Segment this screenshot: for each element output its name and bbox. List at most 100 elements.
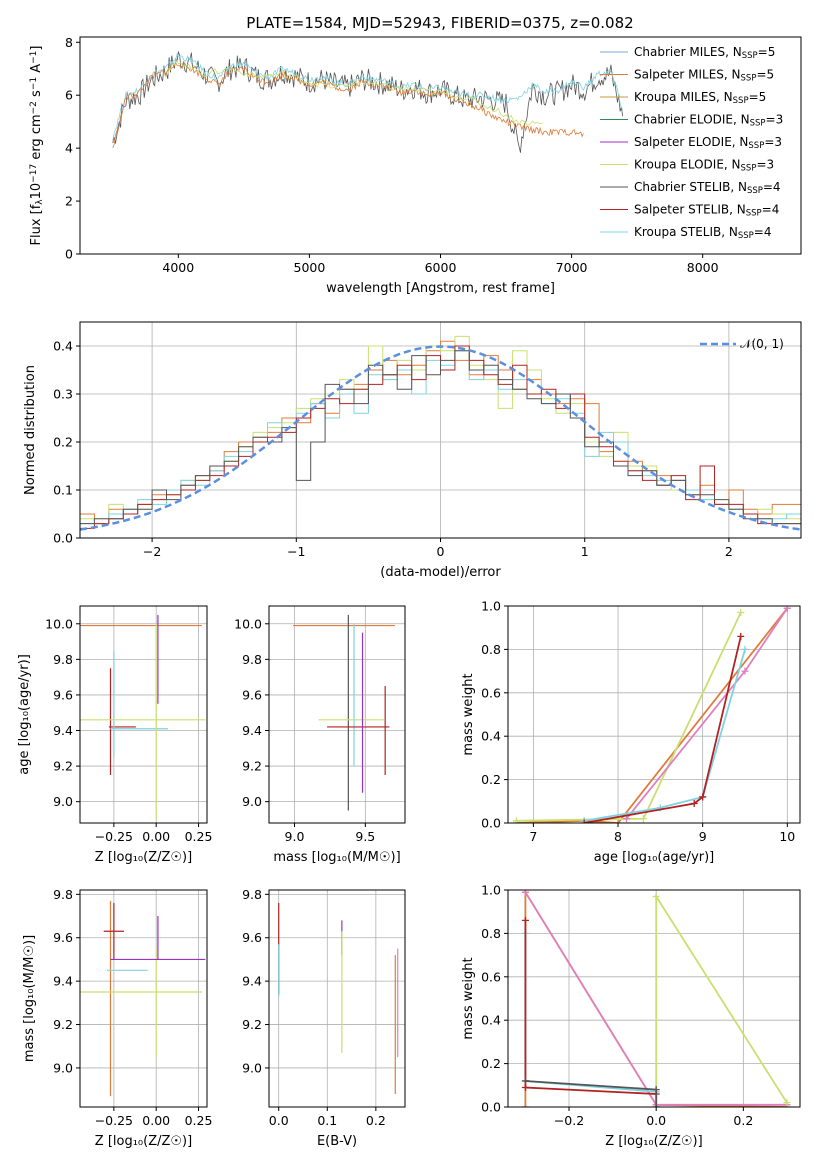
x-tick-label: −0.25	[95, 1113, 133, 1128]
legend-label-sub: SSP	[738, 231, 754, 241]
x-axis-label: mass [log₁₀(M/M☉)]	[273, 850, 400, 865]
y-tick-label: 0	[65, 247, 73, 262]
y-axis-label-part: erg cm	[29, 114, 44, 163]
weight-point-marker	[783, 1099, 791, 1107]
x-tick-label: −0.25	[95, 829, 133, 844]
legend-label-sub: SSP	[747, 186, 763, 196]
error-bars	[293, 614, 396, 811]
y-tick-label: 9.4	[53, 974, 73, 989]
y-tick-label: 9.0	[53, 794, 73, 809]
residual-histogram-panel: −2 −1 0 1 2 0.0 0.1 0.2 0.3 0.4 (data-model)/error…	[23, 321, 802, 580]
y-tick-label: 9.4	[242, 723, 262, 738]
grid-lines	[80, 890, 207, 1107]
weight-point-marker	[741, 645, 749, 653]
y-tick-label: 1.0	[481, 599, 501, 614]
y-tick-label: 10.0	[45, 616, 73, 631]
y-tick-label: 6	[65, 88, 73, 103]
weight-point-marker	[521, 916, 529, 924]
y-tick-label: 9.6	[242, 687, 262, 702]
x-tick-label: 0.0	[646, 1113, 666, 1128]
weight-series-line	[525, 1080, 658, 1107]
spectrum-panel: 4000 5000 6000 7000 8000 0 2 4 6 8 wavelength [Ang…	[29, 35, 802, 296]
y-tick-label: 0.6	[481, 685, 501, 700]
x-tick-label: 8000	[687, 260, 719, 275]
weight-point-marker	[737, 632, 745, 640]
grid-lines	[269, 890, 405, 1107]
y-tick-label: 0.4	[481, 729, 501, 744]
x-axis-label: Z [log₁₀(Z/Z☉)]	[95, 850, 192, 865]
x-axis-label: E(B-V)	[317, 1134, 357, 1149]
legend-label-text: Kroupa ELODIE, N	[634, 158, 741, 172]
y-tick-label: 1.0	[481, 883, 501, 898]
y-tick-label: 9.8	[242, 887, 262, 902]
weight-series-line	[516, 607, 789, 823]
mass-weight-vs-age-panel: 7 8 9 10 0.0 0.2 0.4 0.6 0.8 1.0 age [log₁₀(age/yr…	[461, 599, 801, 865]
spectrum-lines	[112, 50, 624, 153]
legend-label-sub: SSP	[746, 209, 762, 219]
x-tick-label: 10	[779, 829, 795, 844]
weight-series-line	[524, 920, 657, 1095]
legend-label-sub: SSP	[741, 164, 757, 174]
y-tick-label: 8	[65, 35, 73, 50]
y-axis-label-part: A	[29, 64, 44, 77]
spectrum-series-line	[112, 61, 584, 149]
weight-lines	[521, 890, 791, 1107]
y-tick-label: 9.6	[53, 930, 73, 945]
weight-point-marker	[512, 817, 520, 823]
weight-point-marker	[521, 1077, 529, 1085]
weight-point-marker	[652, 1103, 660, 1107]
spectrum-series-line	[164, 60, 543, 126]
axes-frame	[79, 36, 802, 255]
y-axis-label: Flux [fλ10−17 erg cm−2 s−1 A−1]	[29, 46, 45, 246]
x-tick-label: 6000	[425, 260, 457, 275]
y-tick-label: 0.2	[481, 1056, 501, 1071]
y-tick-label: 0.6	[481, 969, 501, 984]
age-vs-metallicity-panel: −0.25 0.00 0.25 9.0 9.2 9.4 9.6 9.8 10.0 Z [log₁₀…	[17, 605, 213, 865]
x-tick-label: 0.25	[185, 829, 213, 844]
legend-label-text: Chabrier MILES, N	[634, 45, 742, 59]
x-tick-label: 0.0	[269, 1113, 289, 1128]
mass-vs-extinction-panel: 0.0 0.1 0.2 9.0 9.2 9.4 9.6 9.8 E(B-V)	[242, 887, 406, 1149]
legend-label-suffix: =4	[762, 203, 780, 217]
error-bars	[80, 614, 206, 820]
y-tick-label: 9.2	[242, 1017, 262, 1032]
grid-lines	[508, 605, 800, 824]
x-tick-label: 7	[529, 829, 537, 844]
y-axis-label: mass weight	[461, 957, 476, 1039]
y-axis-label-part: −1	[29, 77, 39, 90]
legend-label-suffix: =5	[758, 45, 776, 59]
legend-label-text: Salpeter ELODIE, N	[634, 135, 748, 149]
x-tick-label: 9.0	[285, 829, 305, 844]
x-axis-label: wavelength [Angstrom, rest frame]	[326, 281, 555, 296]
weight-point-marker	[783, 606, 791, 612]
y-tick-label: 0.2	[53, 435, 73, 450]
legend-label-suffix: =5	[749, 90, 767, 104]
legend-label: Salpeter STELIB, NSSP=4	[634, 203, 779, 219]
legend-label-suffix: =3	[766, 113, 784, 127]
y-axis-label-part: −2	[29, 101, 39, 114]
histogram-lines	[80, 335, 801, 531]
y-axis-label-part: s	[29, 90, 44, 101]
legend-label: Chabrier STELIB, NSSP=4	[634, 180, 781, 196]
legend-label-text: Salpeter MILES, N	[634, 68, 741, 82]
x-tick-label: 8	[614, 829, 622, 844]
weight-point-marker	[639, 815, 647, 823]
y-tick-label: 0.0	[481, 1100, 501, 1115]
normal-distribution-curve	[80, 345, 801, 531]
x-tick-label: 0.00	[142, 829, 170, 844]
weight-series-line	[516, 612, 742, 822]
legend-label: Salpeter MILES, NSSP=5	[634, 68, 774, 84]
weight-point-marker	[521, 890, 529, 896]
spectrum-series-line	[112, 50, 624, 153]
legend-label-text: Kroupa MILES, N	[634, 90, 733, 104]
y-axis-label-part: −1	[29, 51, 39, 64]
grid-lines	[269, 606, 405, 823]
axes-frame	[268, 605, 406, 824]
y-axis-label: mass weight	[461, 673, 476, 755]
legend-label-text: Salpeter STELIB, N	[634, 203, 746, 217]
x-tick-label: −0.2	[554, 1113, 584, 1128]
x-tick-label: 7000	[556, 260, 588, 275]
legend-label-sub: SSP	[742, 51, 758, 61]
weight-point-marker	[614, 819, 622, 823]
